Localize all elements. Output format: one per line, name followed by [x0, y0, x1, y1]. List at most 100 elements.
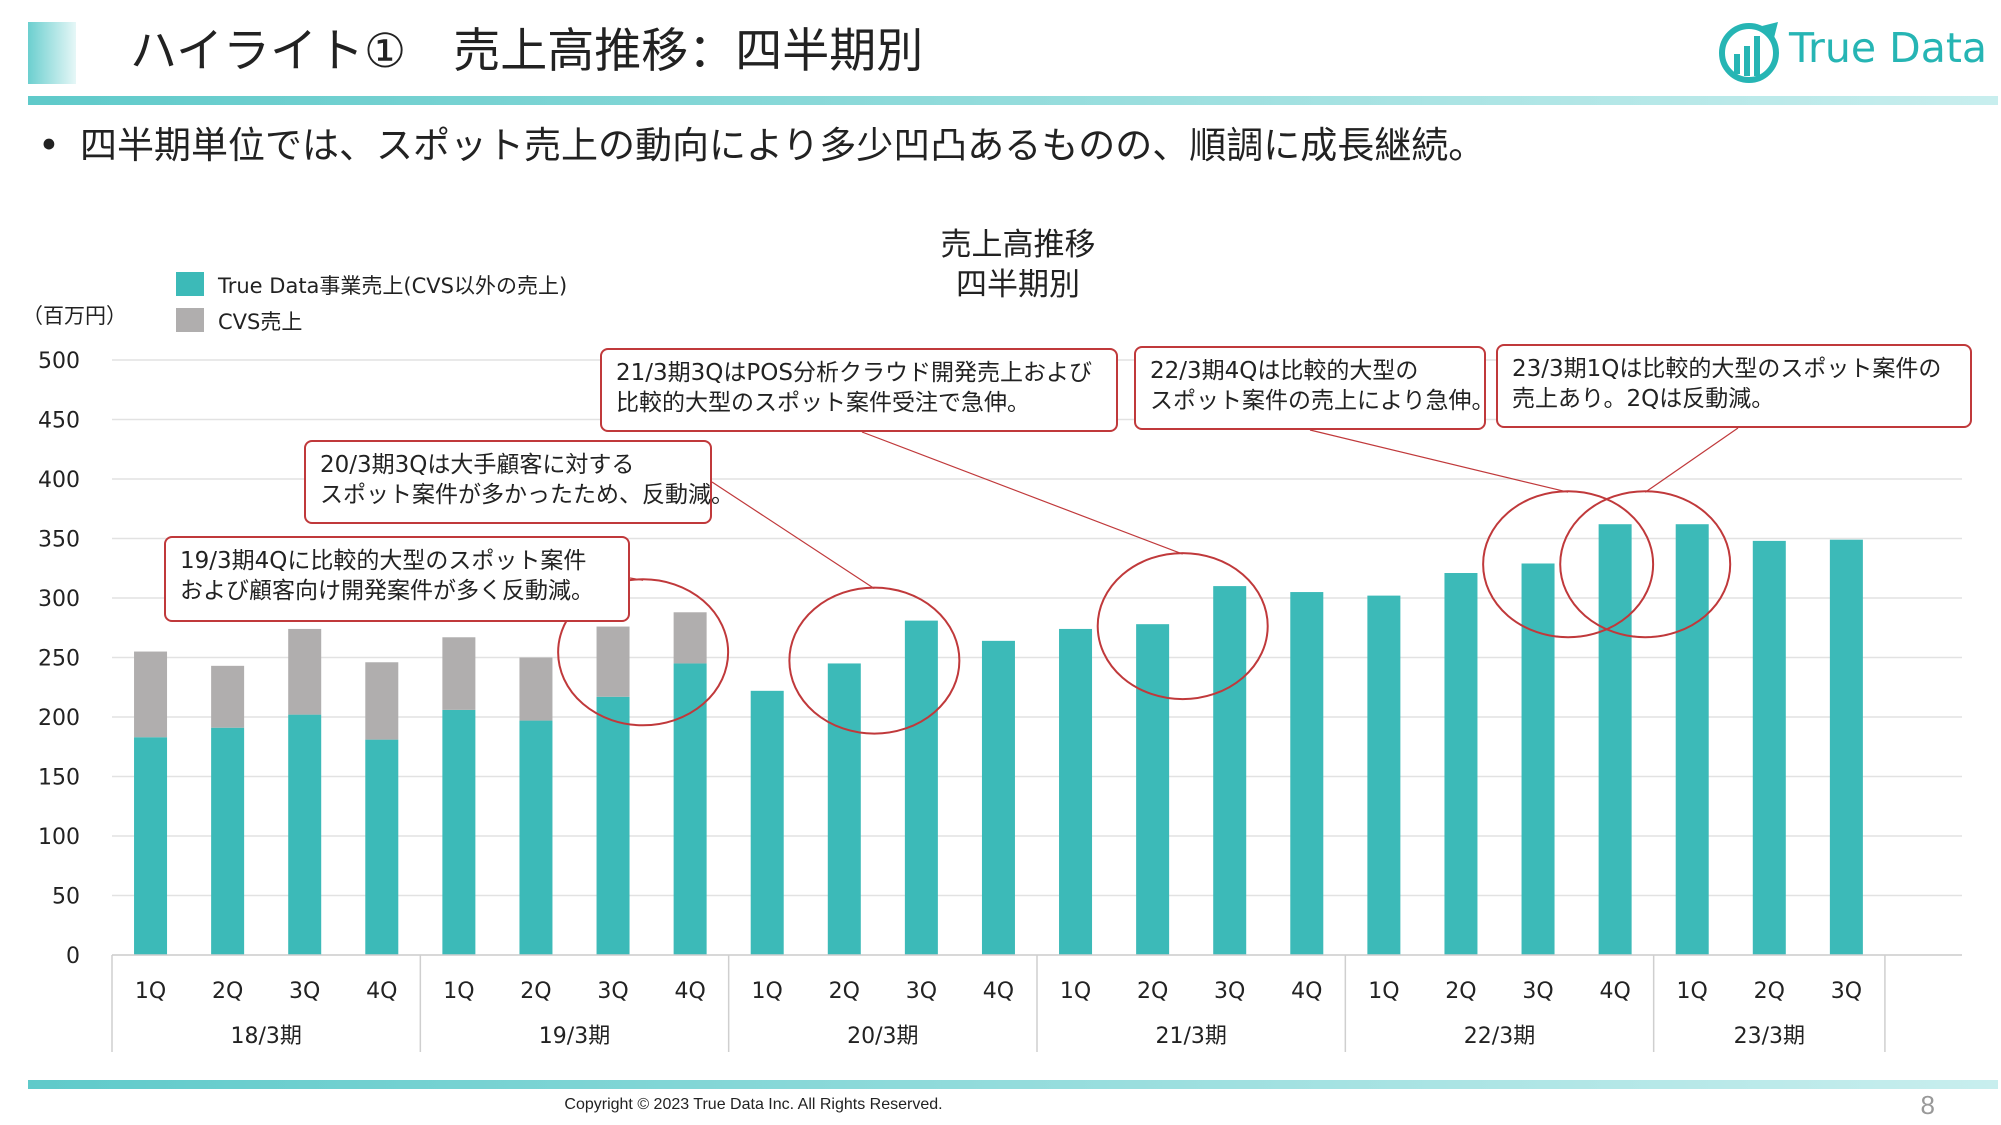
- title-divider: [28, 96, 1998, 105]
- y-tick-label: 200: [38, 706, 80, 731]
- summary-bullet: 四半期単位では、スポット売上の動向により多少凹凸あるものの、順調に成長継続。: [80, 124, 1486, 167]
- bar-main: [750, 690, 784, 955]
- bar-main: [1059, 628, 1093, 955]
- x-tick-label: 4Q: [1599, 979, 1630, 1004]
- callout-line: 23/3期1Qは比較的大型のスポット案件の: [1512, 356, 1942, 382]
- highlight-circle: [1482, 490, 1655, 639]
- chart-title: 売上高推移: [941, 227, 1096, 263]
- x-tick-label: 1Q: [443, 979, 474, 1004]
- x-tick-label: 1Q: [135, 979, 166, 1004]
- bar-main: [134, 737, 168, 955]
- bar-main: [1521, 563, 1555, 955]
- legend-swatch-main: [176, 272, 204, 296]
- y-tick-label: 50: [52, 885, 80, 910]
- callout-line: 20/3期3Qは大手顧客に対する: [320, 452, 635, 478]
- highlight-circle: [1096, 552, 1269, 701]
- y-tick-label: 100: [38, 825, 80, 850]
- callout-21-3-3q: 21/3期3QはPOS分析クラウド開発売上および 比較的大型のスポット案件受注で…: [600, 348, 1118, 432]
- bar-cvs: [211, 665, 245, 728]
- y-tick-label: 150: [38, 766, 80, 791]
- footer-divider: [28, 1080, 1998, 1089]
- bar-cvs: [519, 657, 553, 721]
- chart-subtitle: 四半期別: [956, 267, 1080, 303]
- callout-line: 19/3期4Qに比較的大型のスポット案件: [180, 548, 587, 574]
- y-tick-label: 350: [38, 528, 80, 553]
- legend-swatch-cvs: [176, 308, 204, 332]
- bullet-marker: •: [38, 124, 60, 167]
- x-tick-label: 3Q: [597, 979, 628, 1004]
- bar-main: [1367, 595, 1401, 955]
- x-tick-label: 2Q: [829, 979, 860, 1004]
- legend-label-cvs: CVS売上: [218, 310, 302, 334]
- callout-connector: [861, 431, 1183, 555]
- x-tick-label: 2Q: [1754, 979, 1785, 1004]
- bar-main: [596, 696, 630, 955]
- bar-cvs: [365, 662, 399, 740]
- callout-line: スポット案件が多かったため、反動減。: [320, 482, 734, 508]
- callout-line: 比較的大型のスポット案件受注で急伸。: [616, 390, 1030, 416]
- x-tick-label: 2Q: [1137, 979, 1168, 1004]
- y-tick-label: 500: [38, 349, 80, 374]
- callout-23-3-1q: 23/3期1Qは比較的大型のスポット案件の 売上あり。2Qは反動減。: [1496, 344, 1972, 428]
- bar-main: [904, 620, 938, 955]
- callout-line: 売上あり。2Qは反動減。: [1512, 386, 1775, 412]
- quarterly-sales-chart: 売上高推移 四半期別 （百万円） True Data事業売上(CVS以外の売上)…: [22, 227, 1962, 1052]
- logo-text: True Data: [1789, 24, 1988, 72]
- bar-main: [673, 663, 707, 955]
- highlight-circle: [557, 578, 730, 727]
- x-group-label: 21/3期: [1155, 1024, 1226, 1049]
- bar-main: [1290, 592, 1324, 955]
- x-tick-label: 3Q: [1831, 979, 1862, 1004]
- title-accent-bar: [28, 22, 76, 84]
- x-group-label: 22/3期: [1464, 1024, 1535, 1049]
- x-tick-label: 4Q: [1291, 979, 1322, 1004]
- x-tick-label: 1Q: [1368, 979, 1399, 1004]
- bar-cvs: [673, 612, 707, 664]
- x-tick-label: 3Q: [906, 979, 937, 1004]
- callout-connector: [1644, 427, 1739, 493]
- x-tick-label: 3Q: [289, 979, 320, 1004]
- x-group-label: 20/3期: [847, 1024, 918, 1049]
- bar-cvs: [596, 626, 630, 697]
- bar-main: [1675, 524, 1709, 955]
- x-tick-label: 3Q: [1522, 979, 1553, 1004]
- logo-icon: [1719, 22, 1779, 83]
- x-tick-label: 4Q: [366, 979, 397, 1004]
- x-tick-label: 1Q: [752, 979, 783, 1004]
- x-group-label: 23/3期: [1734, 1024, 1805, 1049]
- company-logo: True Data: [1716, 18, 1996, 88]
- x-tick-label: 2Q: [1445, 979, 1476, 1004]
- bar-main: [981, 640, 1015, 955]
- legend-label-main: True Data事業売上(CVS以外の売上): [217, 274, 567, 298]
- x-tick-label: 1Q: [1060, 979, 1091, 1004]
- y-axis-unit: （百万円）: [22, 304, 127, 328]
- bar-cvs: [288, 628, 322, 715]
- y-tick-label: 250: [38, 647, 80, 672]
- callout-line: および顧客向け開発案件が多く反動減。: [180, 578, 594, 604]
- callout-19-3-4q: 19/3期4Qに比較的大型のスポット案件 および顧客向け開発案件が多く反動減。: [164, 536, 630, 622]
- x-tick-label: 3Q: [1214, 979, 1245, 1004]
- callout-line: スポット案件の売上により急伸。: [1150, 388, 1495, 414]
- y-tick-label: 0: [66, 944, 80, 969]
- x-tick-label: 2Q: [520, 979, 551, 1004]
- x-tick-label: 2Q: [212, 979, 243, 1004]
- bar-main: [1752, 540, 1786, 955]
- y-tick-label: 400: [38, 468, 80, 493]
- bar-main: [519, 720, 553, 955]
- bar-main: [1598, 524, 1632, 955]
- page-number: 8: [1920, 1090, 1935, 1120]
- bar-main: [1444, 573, 1478, 955]
- bar-main: [1136, 624, 1170, 955]
- bar-main: [1829, 539, 1863, 955]
- bar-main: [365, 739, 399, 955]
- y-tick-label: 450: [38, 409, 80, 434]
- bar-main: [1213, 586, 1247, 955]
- callout-connector: [711, 481, 875, 590]
- bar-cvs: [442, 637, 476, 710]
- bar-main: [211, 727, 245, 955]
- callout-connector: [1309, 429, 1569, 493]
- x-tick-label: 4Q: [674, 979, 705, 1004]
- callout-line: 21/3期3QはPOS分析クラウド開発売上および: [616, 360, 1092, 386]
- page-title: ハイライト① 売上高推移：四半期別: [130, 24, 924, 79]
- callout-line: 22/3期4Qは比較的大型の: [1150, 358, 1419, 384]
